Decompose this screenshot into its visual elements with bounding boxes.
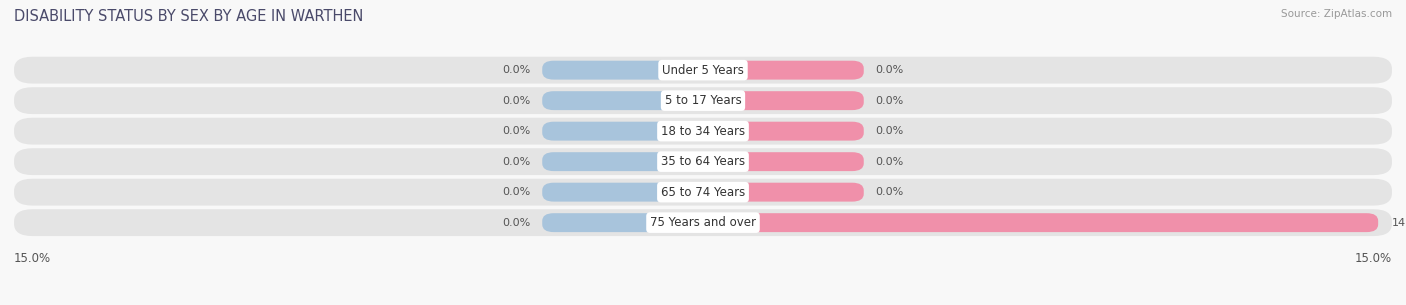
FancyBboxPatch shape: [543, 183, 703, 202]
Text: 5 to 17 Years: 5 to 17 Years: [665, 94, 741, 107]
FancyBboxPatch shape: [14, 179, 1392, 206]
Text: 0.0%: 0.0%: [875, 65, 904, 75]
Text: 0.0%: 0.0%: [502, 126, 531, 136]
Text: 18 to 34 Years: 18 to 34 Years: [661, 125, 745, 138]
Text: 0.0%: 0.0%: [502, 187, 531, 197]
FancyBboxPatch shape: [14, 87, 1392, 114]
Text: 0.0%: 0.0%: [502, 96, 531, 106]
Text: 75 Years and over: 75 Years and over: [650, 216, 756, 229]
Text: 0.0%: 0.0%: [875, 126, 904, 136]
Text: 0.0%: 0.0%: [502, 218, 531, 228]
FancyBboxPatch shape: [703, 91, 863, 110]
FancyBboxPatch shape: [543, 61, 703, 80]
FancyBboxPatch shape: [14, 118, 1392, 145]
Text: 0.0%: 0.0%: [875, 187, 904, 197]
FancyBboxPatch shape: [703, 122, 863, 141]
Text: Source: ZipAtlas.com: Source: ZipAtlas.com: [1281, 9, 1392, 19]
FancyBboxPatch shape: [14, 148, 1392, 175]
FancyBboxPatch shape: [543, 122, 703, 141]
Text: 0.0%: 0.0%: [502, 157, 531, 167]
FancyBboxPatch shape: [703, 152, 863, 171]
Text: 65 to 74 Years: 65 to 74 Years: [661, 186, 745, 199]
Text: 0.0%: 0.0%: [502, 65, 531, 75]
FancyBboxPatch shape: [543, 213, 703, 232]
FancyBboxPatch shape: [14, 57, 1392, 84]
Text: DISABILITY STATUS BY SEX BY AGE IN WARTHEN: DISABILITY STATUS BY SEX BY AGE IN WARTH…: [14, 9, 363, 24]
FancyBboxPatch shape: [543, 91, 703, 110]
FancyBboxPatch shape: [14, 209, 1392, 236]
Text: Under 5 Years: Under 5 Years: [662, 64, 744, 77]
Text: 35 to 64 Years: 35 to 64 Years: [661, 155, 745, 168]
FancyBboxPatch shape: [703, 61, 863, 80]
FancyBboxPatch shape: [703, 183, 863, 202]
FancyBboxPatch shape: [543, 152, 703, 171]
Text: 15.0%: 15.0%: [14, 252, 51, 265]
Text: 0.0%: 0.0%: [875, 96, 904, 106]
Text: 15.0%: 15.0%: [1355, 252, 1392, 265]
FancyBboxPatch shape: [703, 213, 1378, 232]
Text: 0.0%: 0.0%: [875, 157, 904, 167]
Text: 14.7%: 14.7%: [1392, 218, 1406, 228]
